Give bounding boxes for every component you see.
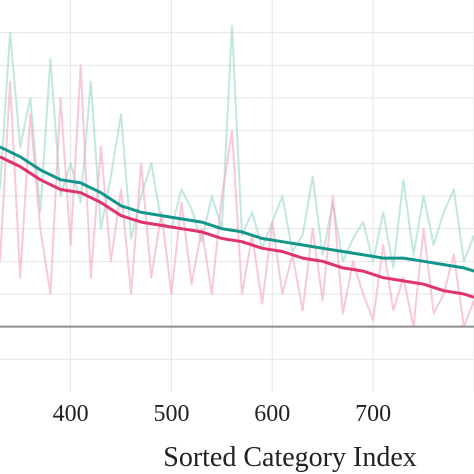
x-tick-label-400: 400	[53, 401, 89, 427]
raw-series-line-0	[0, 25, 474, 269]
x-tick-label-600: 600	[254, 401, 290, 427]
x-tick-labels: 400 500 600 700	[53, 401, 392, 427]
smoothed-series-line-3	[0, 155, 474, 299]
smoothed-series-line-2	[0, 145, 474, 273]
raw-series-line-1	[0, 64, 474, 328]
series-layer	[0, 25, 474, 328]
x-tick-label-500: 500	[153, 401, 189, 427]
x-axis-title: Sorted Category Index	[163, 442, 417, 473]
x-tick-label-700: 700	[355, 401, 391, 427]
